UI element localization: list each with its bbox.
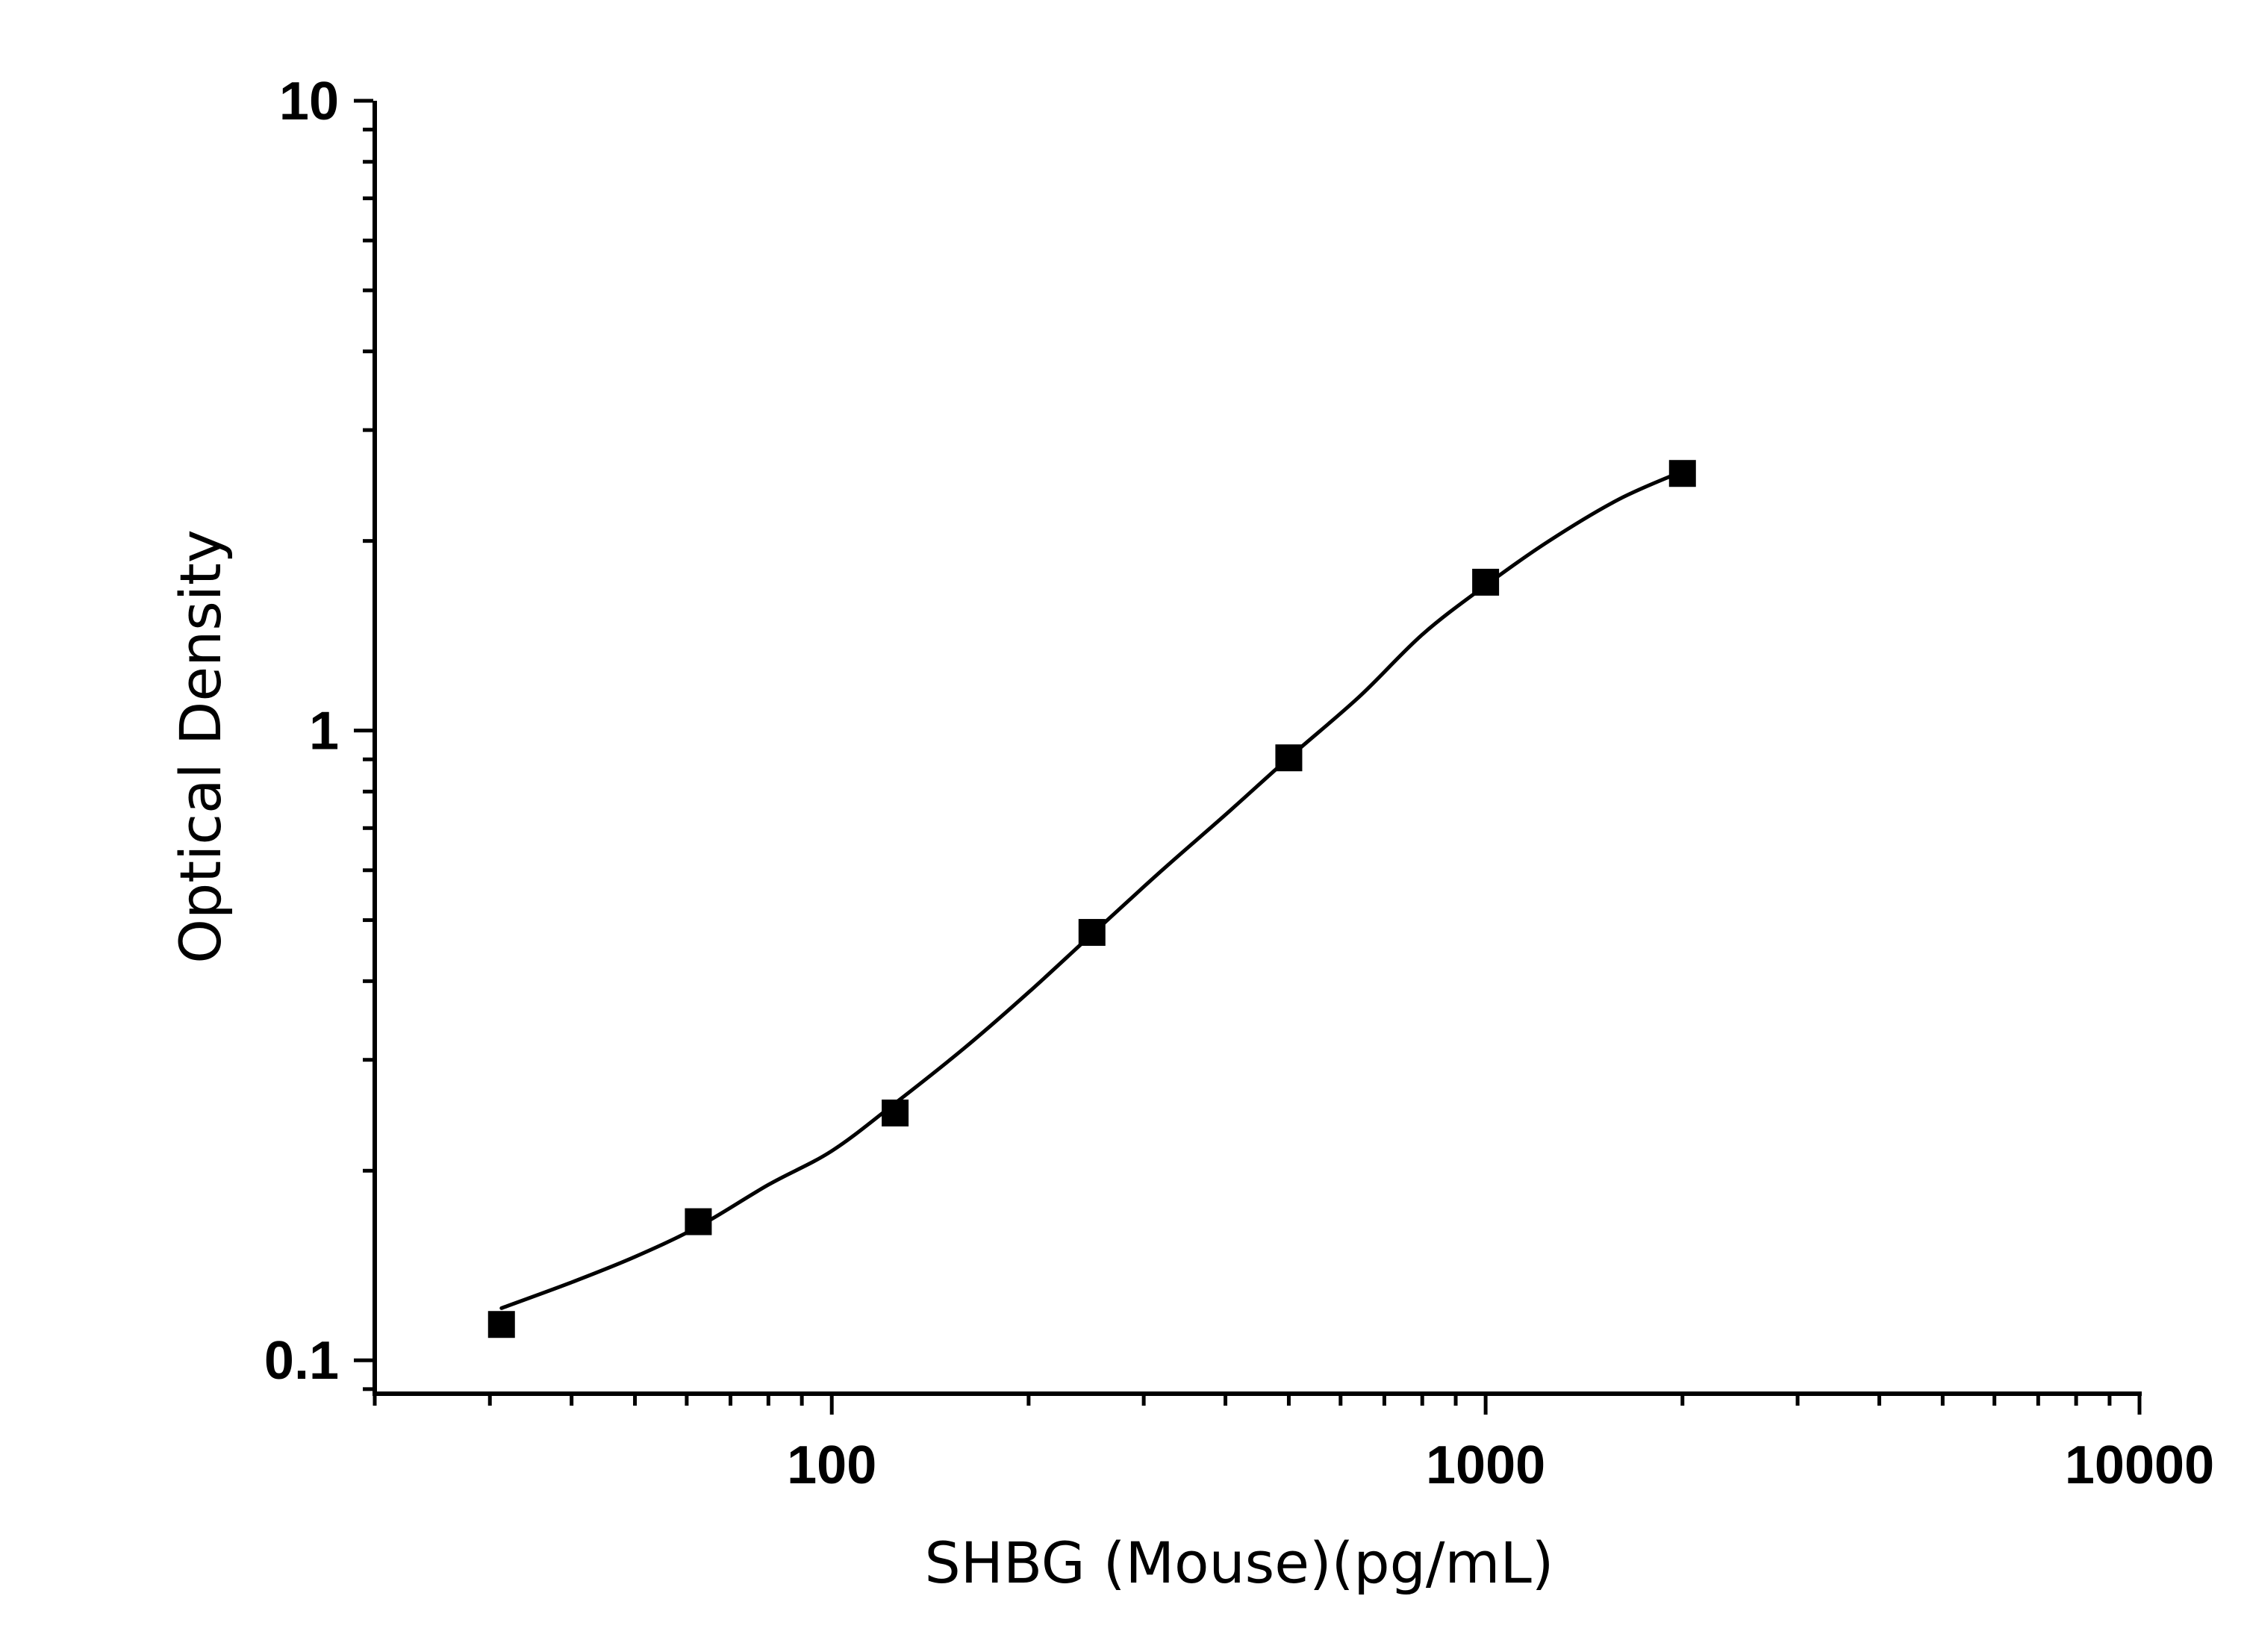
axes — [373, 101, 2142, 1396]
data-point-marker — [487, 1311, 515, 1338]
fit-curve — [499, 469, 1685, 1310]
data-point-marker — [1275, 744, 1303, 772]
data-point-marker — [1668, 460, 1696, 487]
data-point-marker — [1472, 568, 1500, 596]
y-tick-labels: 0.1 1 10 — [264, 72, 339, 1391]
y-tick-label: 10 — [279, 72, 339, 131]
x-tick-label: 1000 — [1426, 1436, 1545, 1495]
data-point-marker — [685, 1208, 712, 1235]
data-points — [487, 460, 1696, 1338]
x-tick-labels: 100 1000 10000 — [787, 1436, 2214, 1495]
y-tick-label: 0.1 — [264, 1331, 339, 1391]
data-point-marker — [882, 1099, 909, 1126]
y-axis-title: Optical Density — [167, 529, 234, 964]
x-axis-ticks — [373, 1395, 2142, 1415]
y-axis-ticks — [354, 99, 373, 1391]
x-tick-label: 100 — [787, 1436, 876, 1495]
x-axis-title: SHBG (Mouse)(pg/mL) — [925, 1530, 1554, 1596]
y-tick-label: 1 — [309, 702, 339, 761]
data-point-marker — [1078, 919, 1106, 947]
x-tick-label: 10000 — [2065, 1436, 2214, 1495]
